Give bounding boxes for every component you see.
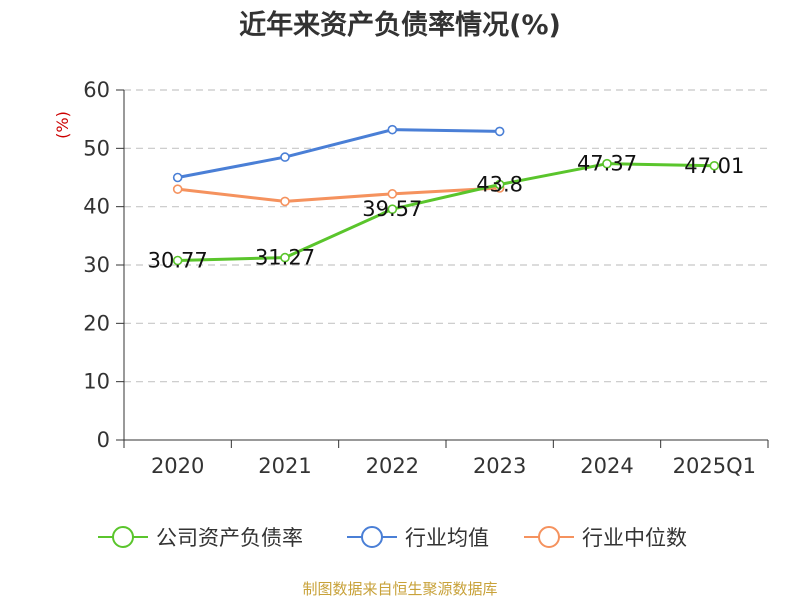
x-tick-label: 2021 xyxy=(258,454,311,478)
data-label: 30.77 xyxy=(148,249,208,273)
y-tick-label: 60 xyxy=(83,78,110,102)
y-tick-label: 50 xyxy=(83,136,110,160)
data-point xyxy=(280,152,290,162)
legend-marker xyxy=(361,526,383,548)
data-point xyxy=(494,126,505,137)
legend-marker xyxy=(538,526,560,548)
source-note: 制图数据来自恒生聚源数据库 xyxy=(302,580,497,598)
x-tick-label: 2022 xyxy=(366,454,419,478)
data-label: 47.01 xyxy=(684,154,744,178)
x-tick-label: 2025Q1 xyxy=(673,454,756,478)
data-point xyxy=(387,204,398,214)
data-labels: 30.77 31.27 39.57 43.8 47.37 47.01 xyxy=(148,152,745,273)
data-point xyxy=(280,196,290,207)
y-tick-label: 30 xyxy=(83,253,110,277)
y-tick-label: 40 xyxy=(83,195,110,219)
y-tick-labels: 0 10 20 30 40 50 60 xyxy=(83,78,110,452)
data-point xyxy=(709,160,720,171)
data-point xyxy=(172,255,183,266)
data-point xyxy=(280,252,290,263)
data-label: 47.37 xyxy=(577,152,637,176)
series-line-2 xyxy=(177,128,500,179)
data-point xyxy=(494,179,505,190)
series-line-1 xyxy=(177,162,715,263)
y-tick-label: 0 xyxy=(97,428,110,452)
data-point xyxy=(387,124,398,135)
x-tick-label: 2024 xyxy=(580,454,633,478)
x-tick-labels: 2020 2021 2022 2023 2024 2025Q1 xyxy=(151,454,756,478)
legend[interactable]: 公司资产负债率 行业均值 行业中位数 xyxy=(98,526,687,550)
data-point xyxy=(172,172,183,183)
data-point xyxy=(602,158,612,169)
x-tick-label: 2023 xyxy=(473,454,526,478)
legend-label: 公司资产负债率 xyxy=(156,526,303,550)
legend-label: 行业中位数 xyxy=(582,526,687,550)
legend-label: 行业均值 xyxy=(405,526,489,550)
data-label: 39.57 xyxy=(362,197,422,221)
data-point xyxy=(172,184,183,194)
axes xyxy=(116,89,769,448)
series-line-3 xyxy=(177,186,500,203)
data-point xyxy=(387,189,398,199)
chart-title: 近年来资产负债率情况(%) xyxy=(239,9,561,41)
x-tick-label: 2020 xyxy=(151,454,204,478)
y-tick-label: 10 xyxy=(83,370,110,394)
y-axis-unit: (%) xyxy=(53,111,72,139)
grid-lines xyxy=(124,89,768,383)
y-tick-label: 20 xyxy=(83,311,110,335)
series-lines xyxy=(172,124,720,266)
data-label: 31.27 xyxy=(255,246,315,270)
data-label: 43.8 xyxy=(476,173,523,197)
legend-marker xyxy=(112,526,134,548)
